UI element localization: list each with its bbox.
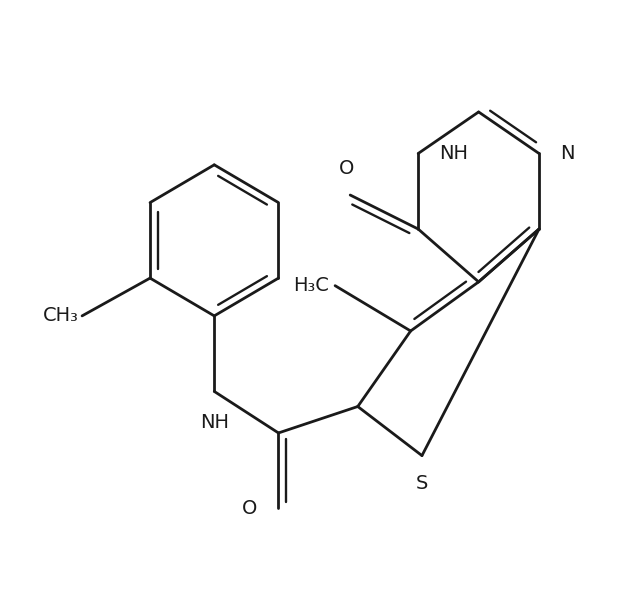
Text: O: O [242, 499, 257, 518]
Text: NH: NH [439, 144, 468, 163]
Text: NH: NH [200, 413, 228, 432]
Text: H₃C: H₃C [293, 276, 329, 295]
Text: N: N [560, 144, 575, 163]
Text: CH₃: CH₃ [42, 307, 78, 326]
Text: S: S [416, 475, 428, 494]
Text: O: O [339, 159, 354, 178]
